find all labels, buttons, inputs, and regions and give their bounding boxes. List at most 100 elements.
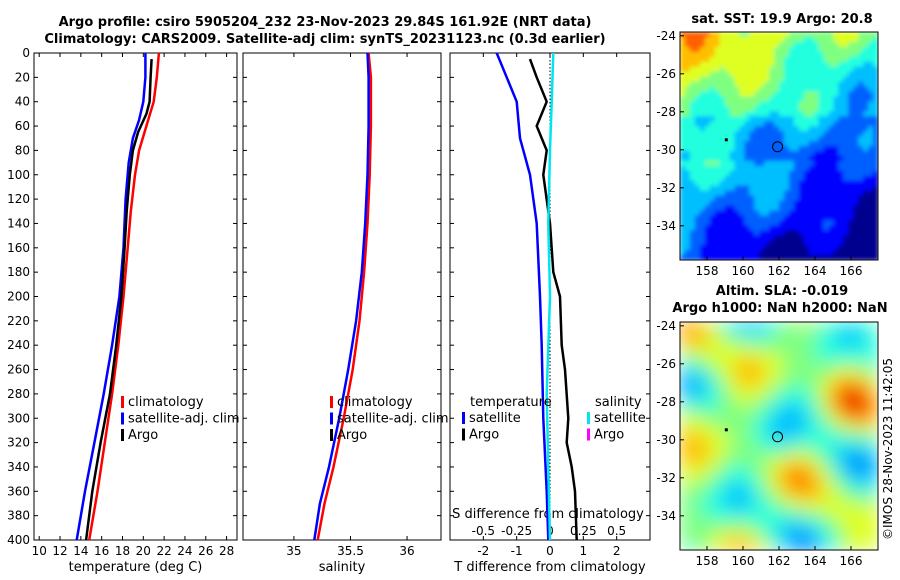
map-cell xyxy=(700,245,706,251)
map-cell xyxy=(725,342,731,348)
map-cell xyxy=(833,461,839,467)
map-cell xyxy=(754,67,760,73)
map-cell xyxy=(833,525,839,531)
map-cell xyxy=(789,416,795,422)
map-cell xyxy=(809,357,815,363)
map-cell xyxy=(819,476,825,482)
map-cell xyxy=(784,210,790,216)
map-cell xyxy=(685,535,691,541)
map-cell xyxy=(843,37,849,43)
map-cell xyxy=(710,210,716,216)
map-cell xyxy=(794,401,800,407)
map-cell xyxy=(824,106,830,112)
map-cell xyxy=(690,186,696,192)
map-cell xyxy=(700,441,706,447)
map-cell xyxy=(705,416,711,422)
map-cell xyxy=(814,245,820,251)
map-cell xyxy=(759,367,765,373)
map-cell xyxy=(734,210,740,216)
map-cell xyxy=(754,436,760,442)
map-cell xyxy=(754,372,760,378)
map-cell xyxy=(784,342,790,348)
map-cell xyxy=(848,486,854,492)
map-cell xyxy=(829,436,835,442)
map-cell xyxy=(843,161,849,167)
map-cell xyxy=(829,32,835,38)
map-cell xyxy=(863,322,869,328)
map-cell xyxy=(744,500,750,506)
map-cell xyxy=(764,441,770,447)
map-cell xyxy=(725,111,731,117)
map-cell xyxy=(804,186,810,192)
map-cell xyxy=(804,235,810,241)
map-cell xyxy=(700,141,706,147)
map-cell xyxy=(838,337,844,343)
map-cell xyxy=(754,161,760,167)
map-cell xyxy=(863,446,869,452)
map-cell xyxy=(863,151,869,157)
map-cell xyxy=(863,327,869,333)
map-cell xyxy=(843,347,849,353)
map-cell xyxy=(814,441,820,447)
map-cell xyxy=(759,176,765,182)
map-cell xyxy=(789,176,795,182)
map-cell xyxy=(794,421,800,427)
map-cell xyxy=(680,406,686,412)
map-cell xyxy=(868,426,874,432)
map-cell xyxy=(749,525,755,531)
map-cell xyxy=(685,486,691,492)
map-cell xyxy=(700,386,706,392)
map-cell xyxy=(779,426,785,432)
map-cell xyxy=(685,456,691,462)
map-cell xyxy=(715,431,721,437)
map-cell xyxy=(799,396,805,402)
map-cell xyxy=(730,210,736,216)
map-cell xyxy=(789,426,795,432)
map-cell xyxy=(829,181,835,187)
map-cell xyxy=(838,166,844,172)
map-cell xyxy=(799,131,805,137)
map-cell xyxy=(685,426,691,432)
map-cell xyxy=(744,250,750,256)
map-cell xyxy=(853,396,859,402)
map-cell xyxy=(720,77,726,83)
map-cell xyxy=(710,446,716,452)
map-cell xyxy=(858,342,864,348)
map-cell xyxy=(685,451,691,457)
map-cell xyxy=(868,481,874,487)
map-cell xyxy=(868,505,874,511)
map-cell xyxy=(680,520,686,526)
map-cell xyxy=(858,332,864,338)
map-cell xyxy=(754,146,760,152)
map-cell xyxy=(809,230,815,236)
map-cell xyxy=(690,37,696,43)
map-cell xyxy=(868,377,874,383)
map-cell xyxy=(754,471,760,477)
map-cell xyxy=(858,372,864,378)
map-cell xyxy=(725,520,731,526)
map-cell xyxy=(749,141,755,147)
map-cell xyxy=(868,421,874,427)
map-cell xyxy=(734,72,740,78)
map-cell xyxy=(759,156,765,162)
map-cell xyxy=(739,87,745,93)
map-cell xyxy=(848,181,854,187)
map-cell xyxy=(764,401,770,407)
map-cell xyxy=(829,67,835,73)
map-cell xyxy=(715,151,721,157)
map-cell xyxy=(739,196,745,202)
map-cell xyxy=(725,230,731,236)
map-cell xyxy=(824,245,830,251)
map-cell xyxy=(829,461,835,467)
map-cell xyxy=(720,352,726,358)
map-cell xyxy=(710,161,716,167)
map-cell xyxy=(799,367,805,373)
map-cell xyxy=(853,215,859,221)
map-cell xyxy=(824,421,830,427)
map-cell xyxy=(848,500,854,506)
map-cell xyxy=(769,235,775,241)
map-cell xyxy=(804,96,810,102)
map-cell xyxy=(695,57,701,63)
map-cell xyxy=(700,342,706,348)
map-cell xyxy=(779,456,785,462)
